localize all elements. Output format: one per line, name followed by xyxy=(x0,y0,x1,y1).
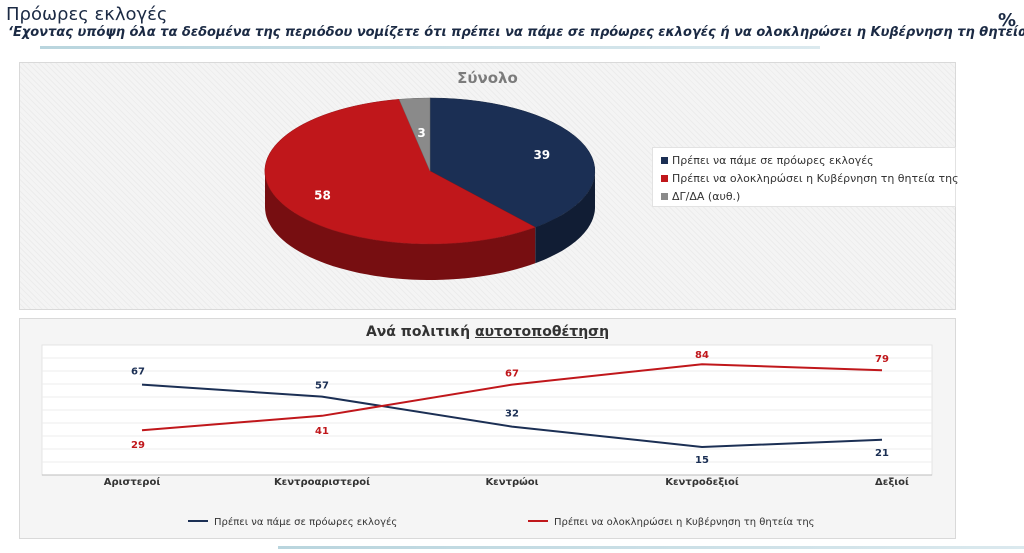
pie-slice-0-side xyxy=(535,171,595,264)
line-grid xyxy=(42,357,932,463)
line-chart-title-underlined: αυτοτοποθέτηση xyxy=(474,324,610,340)
series-0-data-label: 67 xyxy=(131,367,145,378)
line-chart-title: Ανά πολιτική αυτοτοποθέτηση xyxy=(20,324,955,340)
pie-tops xyxy=(264,97,596,245)
x-tick-label: Κεντρώοι xyxy=(485,476,538,488)
question-text: ‘Εχοντας υπόψη όλα τα δεδομένα της περιό… xyxy=(8,25,1024,40)
series-1-data-label: 84 xyxy=(695,350,709,361)
pie-chart-panel: Σύνολο 39 58 3 Πρέπει να πάμε σε πρόωρες ε… xyxy=(19,62,959,310)
series-0-data-label: 32 xyxy=(505,409,519,420)
series-1-data-label: 29 xyxy=(131,440,145,451)
legend-label-0: Πρέπει να πάμε σε πρόωρες εκλογές xyxy=(214,516,397,528)
series-0-data-label: 15 xyxy=(695,455,709,466)
pie-sides xyxy=(265,171,595,280)
series-0-data-label: 21 xyxy=(875,448,889,459)
legend-label: ΔΓ/ΔΑ (αυθ.) xyxy=(672,190,741,203)
series-0: 67 57 32 15 21 xyxy=(131,367,889,466)
pie-slice-2 xyxy=(398,97,431,172)
pie-slice-0-value-label: 39 xyxy=(533,148,550,162)
x-tick-label: Αριστεροί xyxy=(104,476,161,488)
pie-slice-2-value-label: 3 xyxy=(417,126,425,140)
legend-swatch xyxy=(661,193,668,200)
series-1-data-label: 79 xyxy=(875,354,889,365)
footer-divider xyxy=(278,546,1024,549)
pie-chart-title: Σύνολο xyxy=(457,69,518,87)
pie-chart: 39 58 3 xyxy=(264,97,596,280)
pie-legend: Πρέπει να πάμε σε πρόωρες εκλογές Πρέπει… xyxy=(652,147,959,207)
x-tick-label: Δεξιοί xyxy=(875,476,909,488)
series-1: 29 41 67 84 79 xyxy=(131,350,889,451)
page-title: Πρόωρες εκλογές xyxy=(6,4,168,25)
legend-label-1: Πρέπει να ολοκληρώσει η Κυβέρνηση τη θητ… xyxy=(554,516,815,528)
line-chart-panel: Ανά πολιτική αυτοτοποθέτηση Αριστεροί Κεν… xyxy=(19,318,956,539)
series-1-line xyxy=(141,363,883,432)
pie-slice-0 xyxy=(429,97,596,228)
series-1-data-label: 67 xyxy=(505,369,519,380)
unit-label: % xyxy=(997,10,1016,31)
line-chart: Αριστεροί Κεντροαριστεροί Κεντρώοι Κεντροδε… xyxy=(41,344,933,528)
pie-slice-1-side xyxy=(265,171,536,280)
legend-label: Πρέπει να ολοκληρώσει η Κυβέρνηση τη θητ… xyxy=(672,172,959,185)
legend-swatch xyxy=(661,157,668,164)
series-1-data-label: 41 xyxy=(315,426,329,437)
x-tick-label: Κεντροδεξιοί xyxy=(665,476,739,488)
legend-label: Πρέπει να πάμε σε πρόωρες εκλογές xyxy=(672,154,874,167)
pie-slice-1 xyxy=(264,99,536,245)
legend-swatch xyxy=(661,175,668,182)
legend-item-complete-term: Πρέπει να ολοκληρώσει η Κυβέρνηση τη θητ… xyxy=(661,172,959,185)
series-0-line xyxy=(141,383,883,449)
line-chart-title-prefix: Ανά πολιτική xyxy=(365,324,475,340)
header-divider xyxy=(40,46,820,49)
pie-labels: 39 58 3 xyxy=(314,126,550,202)
series-0-data-label: 57 xyxy=(315,381,329,392)
x-axis-labels: Αριστεροί Κεντροαριστεροί Κεντρώοι Κεντροδε… xyxy=(104,476,909,488)
line-legend: Πρέπει να πάμε σε πρόωρες εκλογές Πρέπει … xyxy=(188,516,815,528)
pie-slice-1-value-label: 58 xyxy=(314,188,331,202)
legend-item-early-elections: Πρέπει να πάμε σε πρόωρες εκλογές xyxy=(661,154,874,167)
legend-item-dk-na: ΔΓ/ΔΑ (αυθ.) xyxy=(661,190,740,203)
x-tick-label: Κεντροαριστεροί xyxy=(274,476,370,488)
